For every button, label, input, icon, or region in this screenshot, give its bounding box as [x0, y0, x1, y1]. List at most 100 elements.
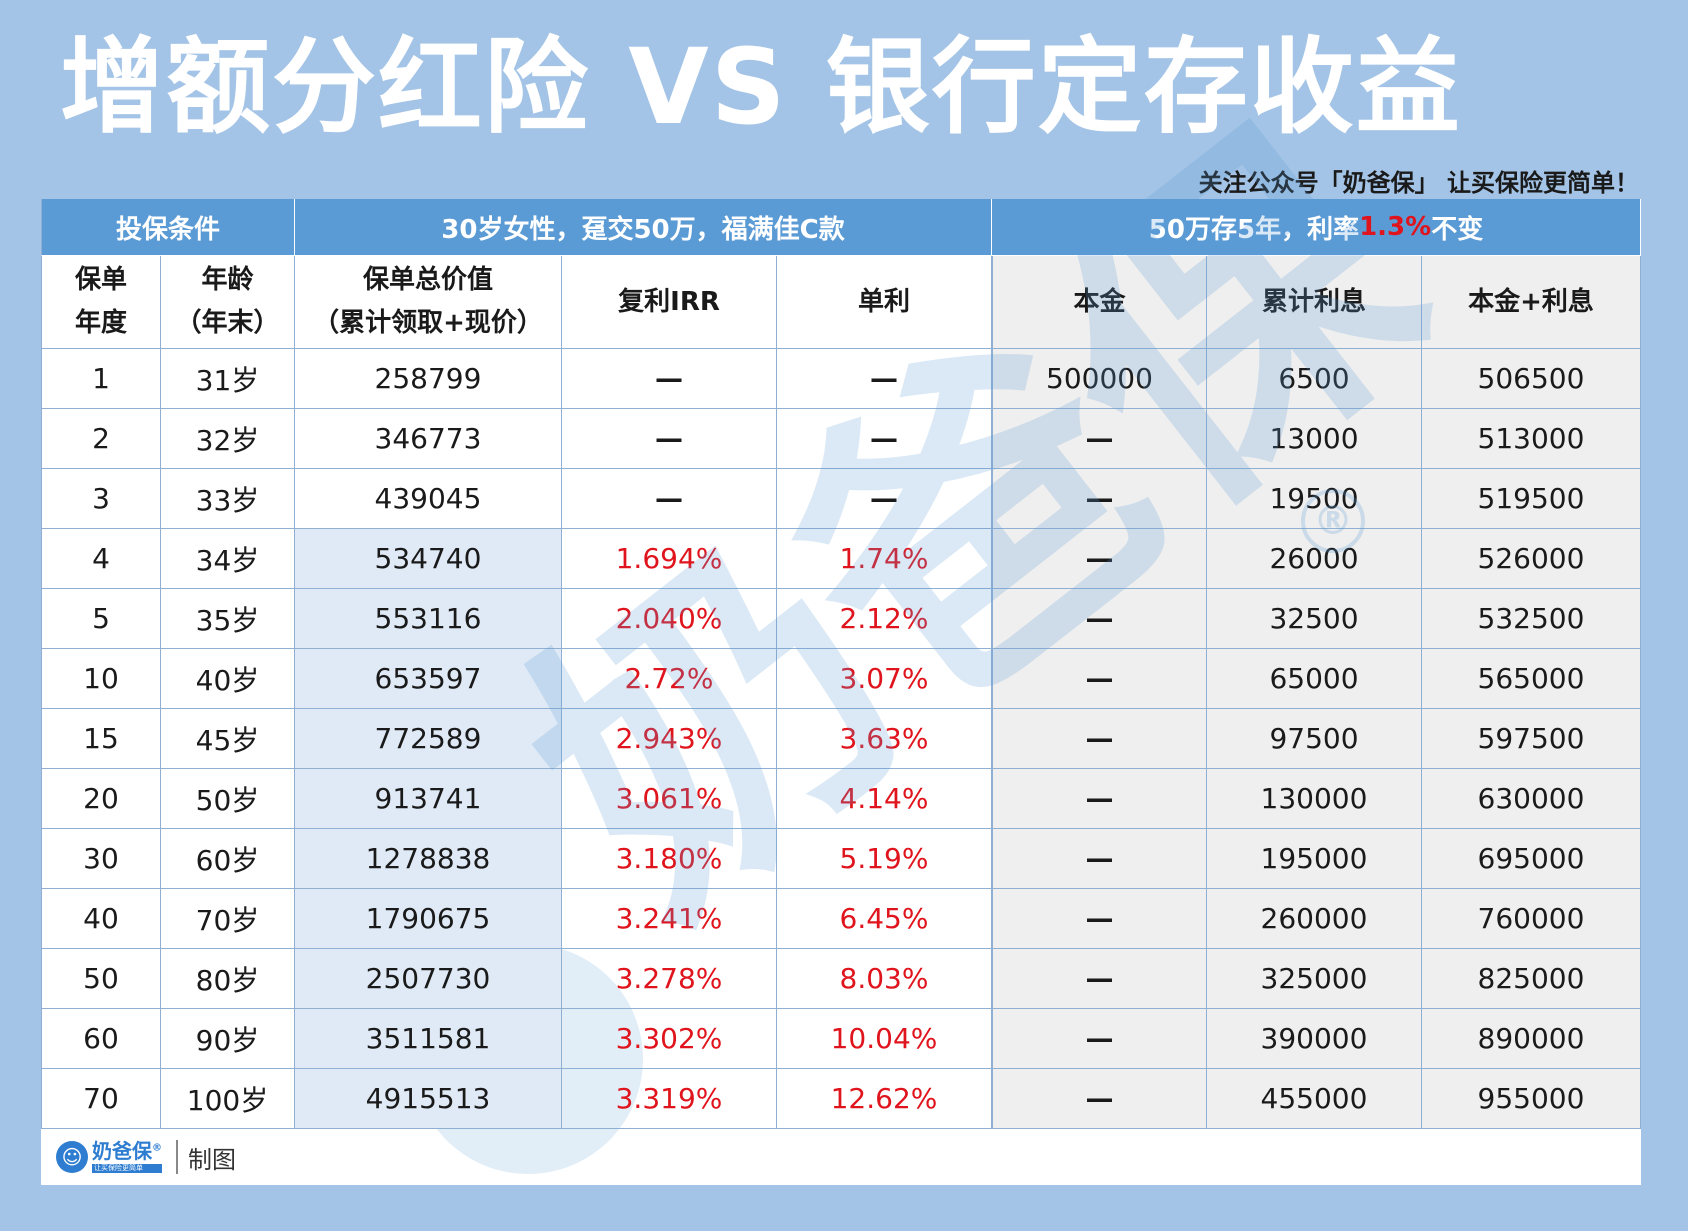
cell-total: 565000	[1422, 649, 1641, 709]
cell-value: 1790675	[295, 889, 562, 949]
header-policy-desc: 30岁女性，趸交50万，福满佳C款	[295, 199, 992, 256]
cell-year: 60	[41, 1009, 161, 1069]
col-interest: 累计利息	[1207, 256, 1422, 349]
cell-age: 32岁	[161, 409, 295, 469]
logo-name: 奶爸保®	[92, 1141, 162, 1161]
cell-total: 695000	[1422, 829, 1641, 889]
header-bank-desc: 50万存5年，利率 1.3% 不变	[992, 199, 1641, 256]
bank-desc-pre: 50万存5年，利率	[1148, 214, 1360, 245]
cell-interest: 455000	[1207, 1069, 1422, 1129]
col-total-value-line1: 保单总价值	[362, 265, 493, 295]
cell-year: 15	[41, 709, 161, 769]
cell-simple: 1.74%	[777, 529, 992, 589]
cell-principal: —	[992, 1009, 1207, 1069]
cell-year: 30	[41, 829, 161, 889]
cell-simple: 3.07%	[777, 649, 992, 709]
col-policy-year-line1: 保单	[74, 265, 127, 295]
cell-interest: 32500	[1207, 589, 1422, 649]
cell-total: 532500	[1422, 589, 1641, 649]
cell-total: 955000	[1422, 1069, 1641, 1129]
col-simple: 单利	[777, 256, 992, 349]
cell-simple: —	[777, 469, 992, 529]
cell-total: 526000	[1422, 529, 1641, 589]
cell-value: 553116	[295, 589, 562, 649]
cell-interest: 65000	[1207, 649, 1422, 709]
cell-principal: —	[992, 1069, 1207, 1129]
cell-total: 513000	[1422, 409, 1641, 469]
cell-value: 913741	[295, 769, 562, 829]
col-policy-year-line2: 年度	[74, 308, 127, 338]
cell-irr: —	[562, 409, 777, 469]
col-irr: 复利IRR	[562, 256, 777, 349]
cell-interest: 130000	[1207, 769, 1422, 829]
cell-value: 534740	[295, 529, 562, 589]
cell-interest: 325000	[1207, 949, 1422, 1009]
cell-age: 90岁	[161, 1009, 295, 1069]
made-by: 制图	[188, 1145, 236, 1174]
cell-value: 439045	[295, 469, 562, 529]
cell-value: 4915513	[295, 1069, 562, 1129]
cell-simple: 4.14%	[777, 769, 992, 829]
cell-irr: —	[562, 349, 777, 409]
cell-total: 630000	[1422, 769, 1641, 829]
cell-irr: 3.180%	[562, 829, 777, 889]
cell-value: 346773	[295, 409, 562, 469]
col-total: 本金+利息	[1422, 256, 1641, 349]
watermark-registered-icon: ®	[1301, 489, 1365, 553]
cell-total: 597500	[1422, 709, 1641, 769]
col-total-value-line2: （累计领取+现价）	[313, 308, 543, 338]
cell-principal: —	[992, 769, 1207, 829]
follow-notice: 关注公众号「奶爸保」 让买保险更简单！	[1198, 169, 1639, 197]
cell-total: 506500	[1422, 349, 1641, 409]
cell-year: 40	[41, 889, 161, 949]
logo-sub: 让买保险更简单	[92, 1164, 162, 1173]
cell-simple: 12.62%	[777, 1069, 992, 1129]
cell-irr: 2.72%	[562, 649, 777, 709]
cell-principal: —	[992, 829, 1207, 889]
cell-simple: 2.12%	[777, 589, 992, 649]
cell-simple: 6.45%	[777, 889, 992, 949]
cell-age: 50岁	[161, 769, 295, 829]
comparison-table: 投保条件 30岁女性，趸交50万，福满佳C款 50万存5年，利率 1.3% 不变 保…	[41, 199, 1641, 1129]
cell-interest: 13000	[1207, 409, 1422, 469]
cell-age: 40岁	[161, 649, 295, 709]
col-age-line1: 年龄	[201, 265, 254, 295]
cell-total: 760000	[1422, 889, 1641, 949]
cell-age: 45岁	[161, 709, 295, 769]
cell-interest: 195000	[1207, 829, 1422, 889]
logo-reg: ®	[152, 1142, 162, 1154]
cell-irr: 3.302%	[562, 1009, 777, 1069]
cell-irr: 2.943%	[562, 709, 777, 769]
cell-year: 4	[41, 529, 161, 589]
cell-age: 100岁	[161, 1069, 295, 1129]
cell-irr: 3.061%	[562, 769, 777, 829]
cell-value: 3511581	[295, 1009, 562, 1069]
cell-irr: 3.241%	[562, 889, 777, 949]
cell-age: 80岁	[161, 949, 295, 1009]
cell-principal: —	[992, 589, 1207, 649]
footer: ☺ 奶爸保® 让买保险更简单 制图	[41, 1129, 1641, 1185]
footer-divider	[176, 1140, 178, 1174]
cell-age: 60岁	[161, 829, 295, 889]
cell-irr: 3.319%	[562, 1069, 777, 1129]
cell-age: 34岁	[161, 529, 295, 589]
cell-age: 35岁	[161, 589, 295, 649]
cell-interest: 6500	[1207, 349, 1422, 409]
cell-value: 258799	[295, 349, 562, 409]
cell-principal: —	[992, 889, 1207, 949]
cell-value: 2507730	[295, 949, 562, 1009]
logo: 奶爸保® 让买保险更简单	[92, 1141, 162, 1173]
cell-simple: 8.03%	[777, 949, 992, 1009]
logo-icon: ☺	[56, 1141, 88, 1173]
col-principal: 本金	[992, 256, 1207, 349]
comparison-card: 投保条件 30岁女性，趸交50万，福满佳C款 50万存5年，利率 1.3% 不变 保…	[41, 69, 1641, 1185]
cell-year: 10	[41, 649, 161, 709]
cell-year: 50	[41, 949, 161, 1009]
cell-irr: 3.278%	[562, 949, 777, 1009]
cell-age: 33岁	[161, 469, 295, 529]
header-conditions: 投保条件	[41, 199, 295, 256]
cell-year: 70	[41, 1069, 161, 1129]
cell-interest: 390000	[1207, 1009, 1422, 1069]
bank-rate: 1.3%	[1359, 212, 1432, 242]
cell-principal: —	[992, 649, 1207, 709]
